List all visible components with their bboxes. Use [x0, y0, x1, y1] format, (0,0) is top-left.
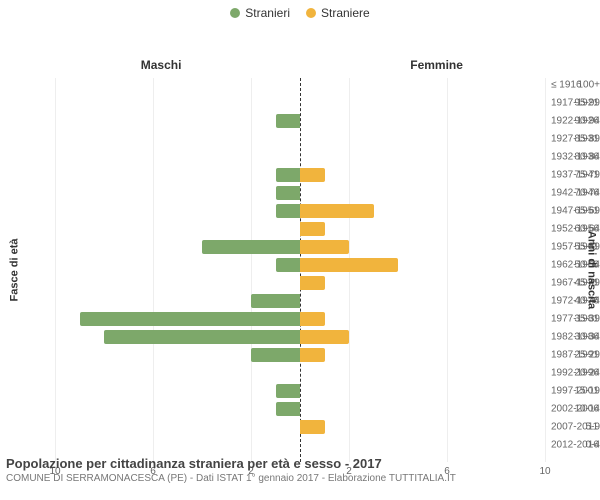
- grid-line: [447, 78, 448, 462]
- bar-female: [300, 330, 349, 344]
- birth-label: 1987-1991: [551, 350, 599, 361]
- grid-line: [251, 78, 252, 462]
- birth-label: 1997-2001: [551, 386, 599, 397]
- birth-label: 1937-1941: [551, 170, 599, 181]
- grid-line: [545, 78, 546, 462]
- bar-male: [276, 402, 301, 416]
- birth-label: 1917-1921: [551, 98, 599, 109]
- bar-female: [300, 204, 374, 218]
- axis-title-left: Fasce di età: [9, 239, 21, 302]
- chart-subtitle: COMUNE DI SERRAMONACESCA (PE) - Dati IST…: [6, 473, 594, 484]
- birth-label: 2002-2006: [551, 404, 599, 415]
- bar-female: [300, 240, 349, 254]
- birth-label: 1977-1981: [551, 314, 599, 325]
- chart-footer: Popolazione per cittadinanza straniera p…: [6, 456, 594, 484]
- bar-male: [276, 114, 301, 128]
- birth-label: ≤ 1916: [551, 80, 582, 91]
- legend-male-label: Stranieri: [245, 6, 290, 20]
- axis-title-right: Anni di nascita: [585, 231, 597, 309]
- legend-female: Straniere: [306, 6, 370, 20]
- bar-male: [276, 168, 301, 182]
- birth-label: 1947-1951: [551, 206, 599, 217]
- bar-male: [251, 294, 300, 308]
- birth-label: 1922-1926: [551, 116, 599, 127]
- grid-line: [153, 78, 154, 462]
- bar-female: [300, 168, 325, 182]
- bar-male: [80, 312, 301, 326]
- bar-female: [300, 222, 325, 236]
- birth-label: 1982-1986: [551, 332, 599, 343]
- bar-male: [276, 204, 301, 218]
- legend: Stranieri Straniere: [0, 0, 600, 22]
- bar-male: [276, 186, 301, 200]
- bar-male: [202, 240, 300, 254]
- grid-line: [55, 78, 56, 462]
- birth-label: 1927-1931: [551, 134, 599, 145]
- legend-male: Stranieri: [230, 6, 290, 20]
- bar-male: [104, 330, 300, 344]
- bar-female: [300, 420, 325, 434]
- birth-label: 1992-1996: [551, 368, 599, 379]
- female-swatch-icon: [306, 8, 316, 18]
- bar-female: [300, 348, 325, 362]
- birth-label: 1942-1946: [551, 188, 599, 199]
- bar-male: [276, 384, 301, 398]
- male-swatch-icon: [230, 8, 240, 18]
- bar-female: [300, 312, 325, 326]
- birth-label: 2012-2016: [551, 440, 599, 451]
- bar-male: [251, 348, 300, 362]
- bar-female: [300, 276, 325, 290]
- chart-title: Popolazione per cittadinanza straniera p…: [6, 456, 594, 471]
- bar-female: [300, 258, 398, 272]
- birth-label: 1932-1936: [551, 152, 599, 163]
- bar-male: [276, 258, 301, 272]
- birth-label: 2007-2011: [551, 422, 598, 433]
- legend-female-label: Straniere: [321, 6, 370, 20]
- header-male: Maschi: [141, 58, 182, 72]
- header-female: Femmine: [410, 58, 463, 72]
